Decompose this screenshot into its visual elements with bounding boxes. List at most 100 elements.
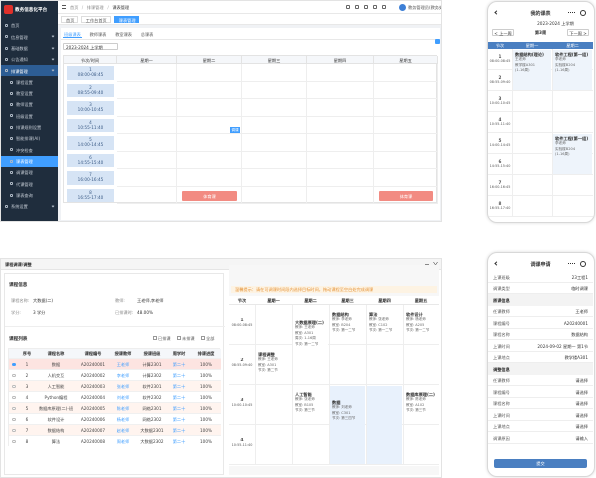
table-cell[interactable] bbox=[177, 99, 242, 117]
submit-button[interactable]: 提交 bbox=[494, 459, 587, 468]
menu-item[interactable]: 课表查询 bbox=[1, 190, 58, 201]
table-row[interactable]: 1 数据 A20240001 王老师 计算2301 第二十 100% bbox=[9, 358, 221, 369]
table-cell[interactable] bbox=[242, 116, 307, 134]
table-cell[interactable] bbox=[307, 186, 374, 204]
toolbar-icon[interactable] bbox=[382, 5, 386, 9]
menu-item[interactable]: 首页 bbox=[1, 20, 58, 31]
slot[interactable] bbox=[255, 425, 292, 465]
slot[interactable] bbox=[366, 305, 403, 345]
table-cell[interactable] bbox=[374, 186, 438, 204]
table-cell[interactable] bbox=[374, 169, 438, 187]
table-cell[interactable] bbox=[117, 81, 177, 99]
row-select[interactable] bbox=[12, 406, 16, 410]
filter-checkbox[interactable] bbox=[177, 336, 181, 340]
course-card[interactable]: 软件设计 教师: 杨老师 教室: A205 节次: 第一二节 bbox=[404, 306, 438, 344]
slot[interactable] bbox=[255, 345, 292, 385]
menu-item[interactable]: 教室设置 bbox=[1, 88, 58, 99]
course-card[interactable]: 人工智能 教师: 张老师 教室: B105 节次: 第三节 bbox=[293, 386, 328, 424]
tab[interactable]: 课表管理 bbox=[113, 16, 140, 23]
user-name[interactable]: 教务管理员(教务处) bbox=[408, 5, 442, 11]
filter-checkbox[interactable] bbox=[153, 336, 157, 340]
form-row[interactable]: 上课时间 请选择 bbox=[488, 409, 593, 421]
breadcrumb[interactable]: 首页 bbox=[70, 5, 79, 11]
table-cell[interactable] bbox=[177, 151, 242, 169]
toolbar-icon[interactable] bbox=[364, 5, 368, 9]
close-icon[interactable] bbox=[580, 9, 586, 16]
menu-item[interactable]: 基础数据 bbox=[1, 43, 58, 54]
tab[interactable]: 工作台首页 bbox=[80, 16, 111, 23]
course-card[interactable]: 数据结构(理论) 王老师 教学楼A301 (1-16周) bbox=[513, 50, 551, 90]
table-cell[interactable] bbox=[307, 64, 374, 82]
menu-item[interactable]: 冲突检查 bbox=[1, 144, 58, 155]
table-cell[interactable] bbox=[117, 99, 177, 117]
breadcrumb[interactable]: 排课管理 bbox=[86, 5, 104, 11]
semester-select[interactable]: 2023-2024 上学期 bbox=[63, 43, 118, 50]
toolbar-icon[interactable] bbox=[355, 5, 359, 9]
table-cell[interactable] bbox=[307, 99, 374, 117]
close-icon[interactable] bbox=[433, 262, 438, 267]
menu-item[interactable]: 智能排课(AI) bbox=[1, 133, 58, 144]
filter-label[interactable]: 已排课 bbox=[158, 335, 171, 341]
menu-item[interactable]: 代课管理 bbox=[1, 178, 58, 189]
table-cell[interactable] bbox=[307, 116, 374, 134]
menu-item[interactable]: 调课管理 bbox=[1, 167, 58, 178]
form-row[interactable]: 上课地点 教学楼A301 bbox=[488, 352, 593, 363]
table-cell[interactable] bbox=[117, 116, 177, 134]
form-row[interactable]: 课程名称 数据结构 bbox=[488, 329, 593, 340]
slot[interactable] bbox=[329, 305, 366, 345]
table-row[interactable]: 8 算法 A20240008 周老师 大数据2302 第二十 100% bbox=[9, 435, 221, 446]
table-cell[interactable] bbox=[242, 186, 307, 204]
menu-item[interactable]: 公告通知 bbox=[1, 54, 58, 65]
table-cell[interactable] bbox=[117, 151, 177, 169]
course-card[interactable]: 软件工程(第一组) 李老师 实验楼B204 (1-16周) bbox=[553, 134, 592, 174]
course-card[interactable]: 大数据原理(二) 教师: 王老师 教室: A301 周次: 1-16周 节次: 第一二节 bbox=[293, 306, 328, 384]
table-cell[interactable] bbox=[177, 81, 242, 99]
table-cell[interactable] bbox=[374, 99, 438, 117]
menu-item[interactable]: 排课规则设置 bbox=[1, 122, 58, 133]
form-row[interactable]: 课程编号 A20240001 bbox=[488, 317, 593, 329]
table-cell[interactable] bbox=[242, 151, 307, 169]
table-cell[interactable] bbox=[242, 169, 307, 187]
slot[interactable] bbox=[292, 345, 329, 385]
icon-button[interactable] bbox=[435, 39, 440, 44]
menu-item[interactable]: 排课管理 bbox=[1, 65, 58, 77]
form-row[interactable]: 上课时间 2024-09-02 星期一 第1节 bbox=[488, 340, 593, 352]
close-icon[interactable] bbox=[580, 260, 586, 267]
form-row[interactable]: 上课地点 请选择 bbox=[488, 421, 593, 432]
row-select[interactable] bbox=[12, 373, 16, 377]
free-slot[interactable] bbox=[367, 386, 402, 464]
subtab[interactable]: 总课表 bbox=[140, 32, 154, 37]
table-cell[interactable] bbox=[307, 169, 374, 187]
filter-label[interactable]: 全部 bbox=[206, 335, 215, 341]
menu-item[interactable]: 班级设置 bbox=[1, 110, 58, 121]
table-cell[interactable] bbox=[117, 64, 177, 82]
minimize-icon[interactable] bbox=[425, 264, 429, 265]
slot[interactable] bbox=[403, 345, 439, 385]
table-cell[interactable] bbox=[307, 151, 374, 169]
menu-item[interactable]: 信息管理 bbox=[1, 31, 58, 42]
course-card[interactable]: 数据库原理(二) 教师: 陈老师 教室: A102 节次: 第三节 bbox=[404, 386, 438, 424]
toolbar-icon[interactable] bbox=[346, 5, 350, 9]
table-row[interactable]: 2 人机交互 A20240002 李老师 计算2302 第二十 100% bbox=[9, 369, 221, 380]
table-cell[interactable] bbox=[307, 134, 374, 152]
table-cell[interactable] bbox=[177, 134, 242, 152]
table-row[interactable]: 6 软件设计 A20240006 杨老师 网络2302 第二十 100% bbox=[9, 413, 221, 424]
menu-item[interactable]: 系统设置 bbox=[1, 201, 58, 212]
form-row[interactable]: 任课教师 王老师 bbox=[488, 306, 593, 317]
filter-label[interactable]: 未排课 bbox=[182, 335, 195, 341]
slot[interactable] bbox=[292, 385, 329, 425]
row-select[interactable] bbox=[12, 362, 16, 366]
menu-item[interactable]: 课表管理 bbox=[1, 155, 58, 167]
more-icon[interactable] bbox=[568, 12, 575, 13]
subtab[interactable]: 班级课表 bbox=[63, 32, 82, 38]
form-row[interactable]: 课程编号 请选择 bbox=[488, 386, 593, 398]
table-row[interactable]: 5 数据库原理(二)-班 A20240005 陈老师 网络2301 第二十 100% bbox=[9, 402, 221, 413]
row-select[interactable] bbox=[12, 439, 16, 443]
subtab[interactable]: 教师课表 bbox=[89, 32, 107, 37]
course-alert[interactable]: 体育课 bbox=[182, 190, 237, 201]
form-row[interactable]: 调课原因 请输入 bbox=[488, 432, 593, 444]
table-row[interactable]: 7 数据结构 A20240007 赵老师 大数据2301 第二十 100% bbox=[9, 424, 221, 435]
slot[interactable] bbox=[403, 425, 439, 465]
slot[interactable] bbox=[329, 425, 366, 465]
table-cell[interactable] bbox=[374, 134, 438, 152]
